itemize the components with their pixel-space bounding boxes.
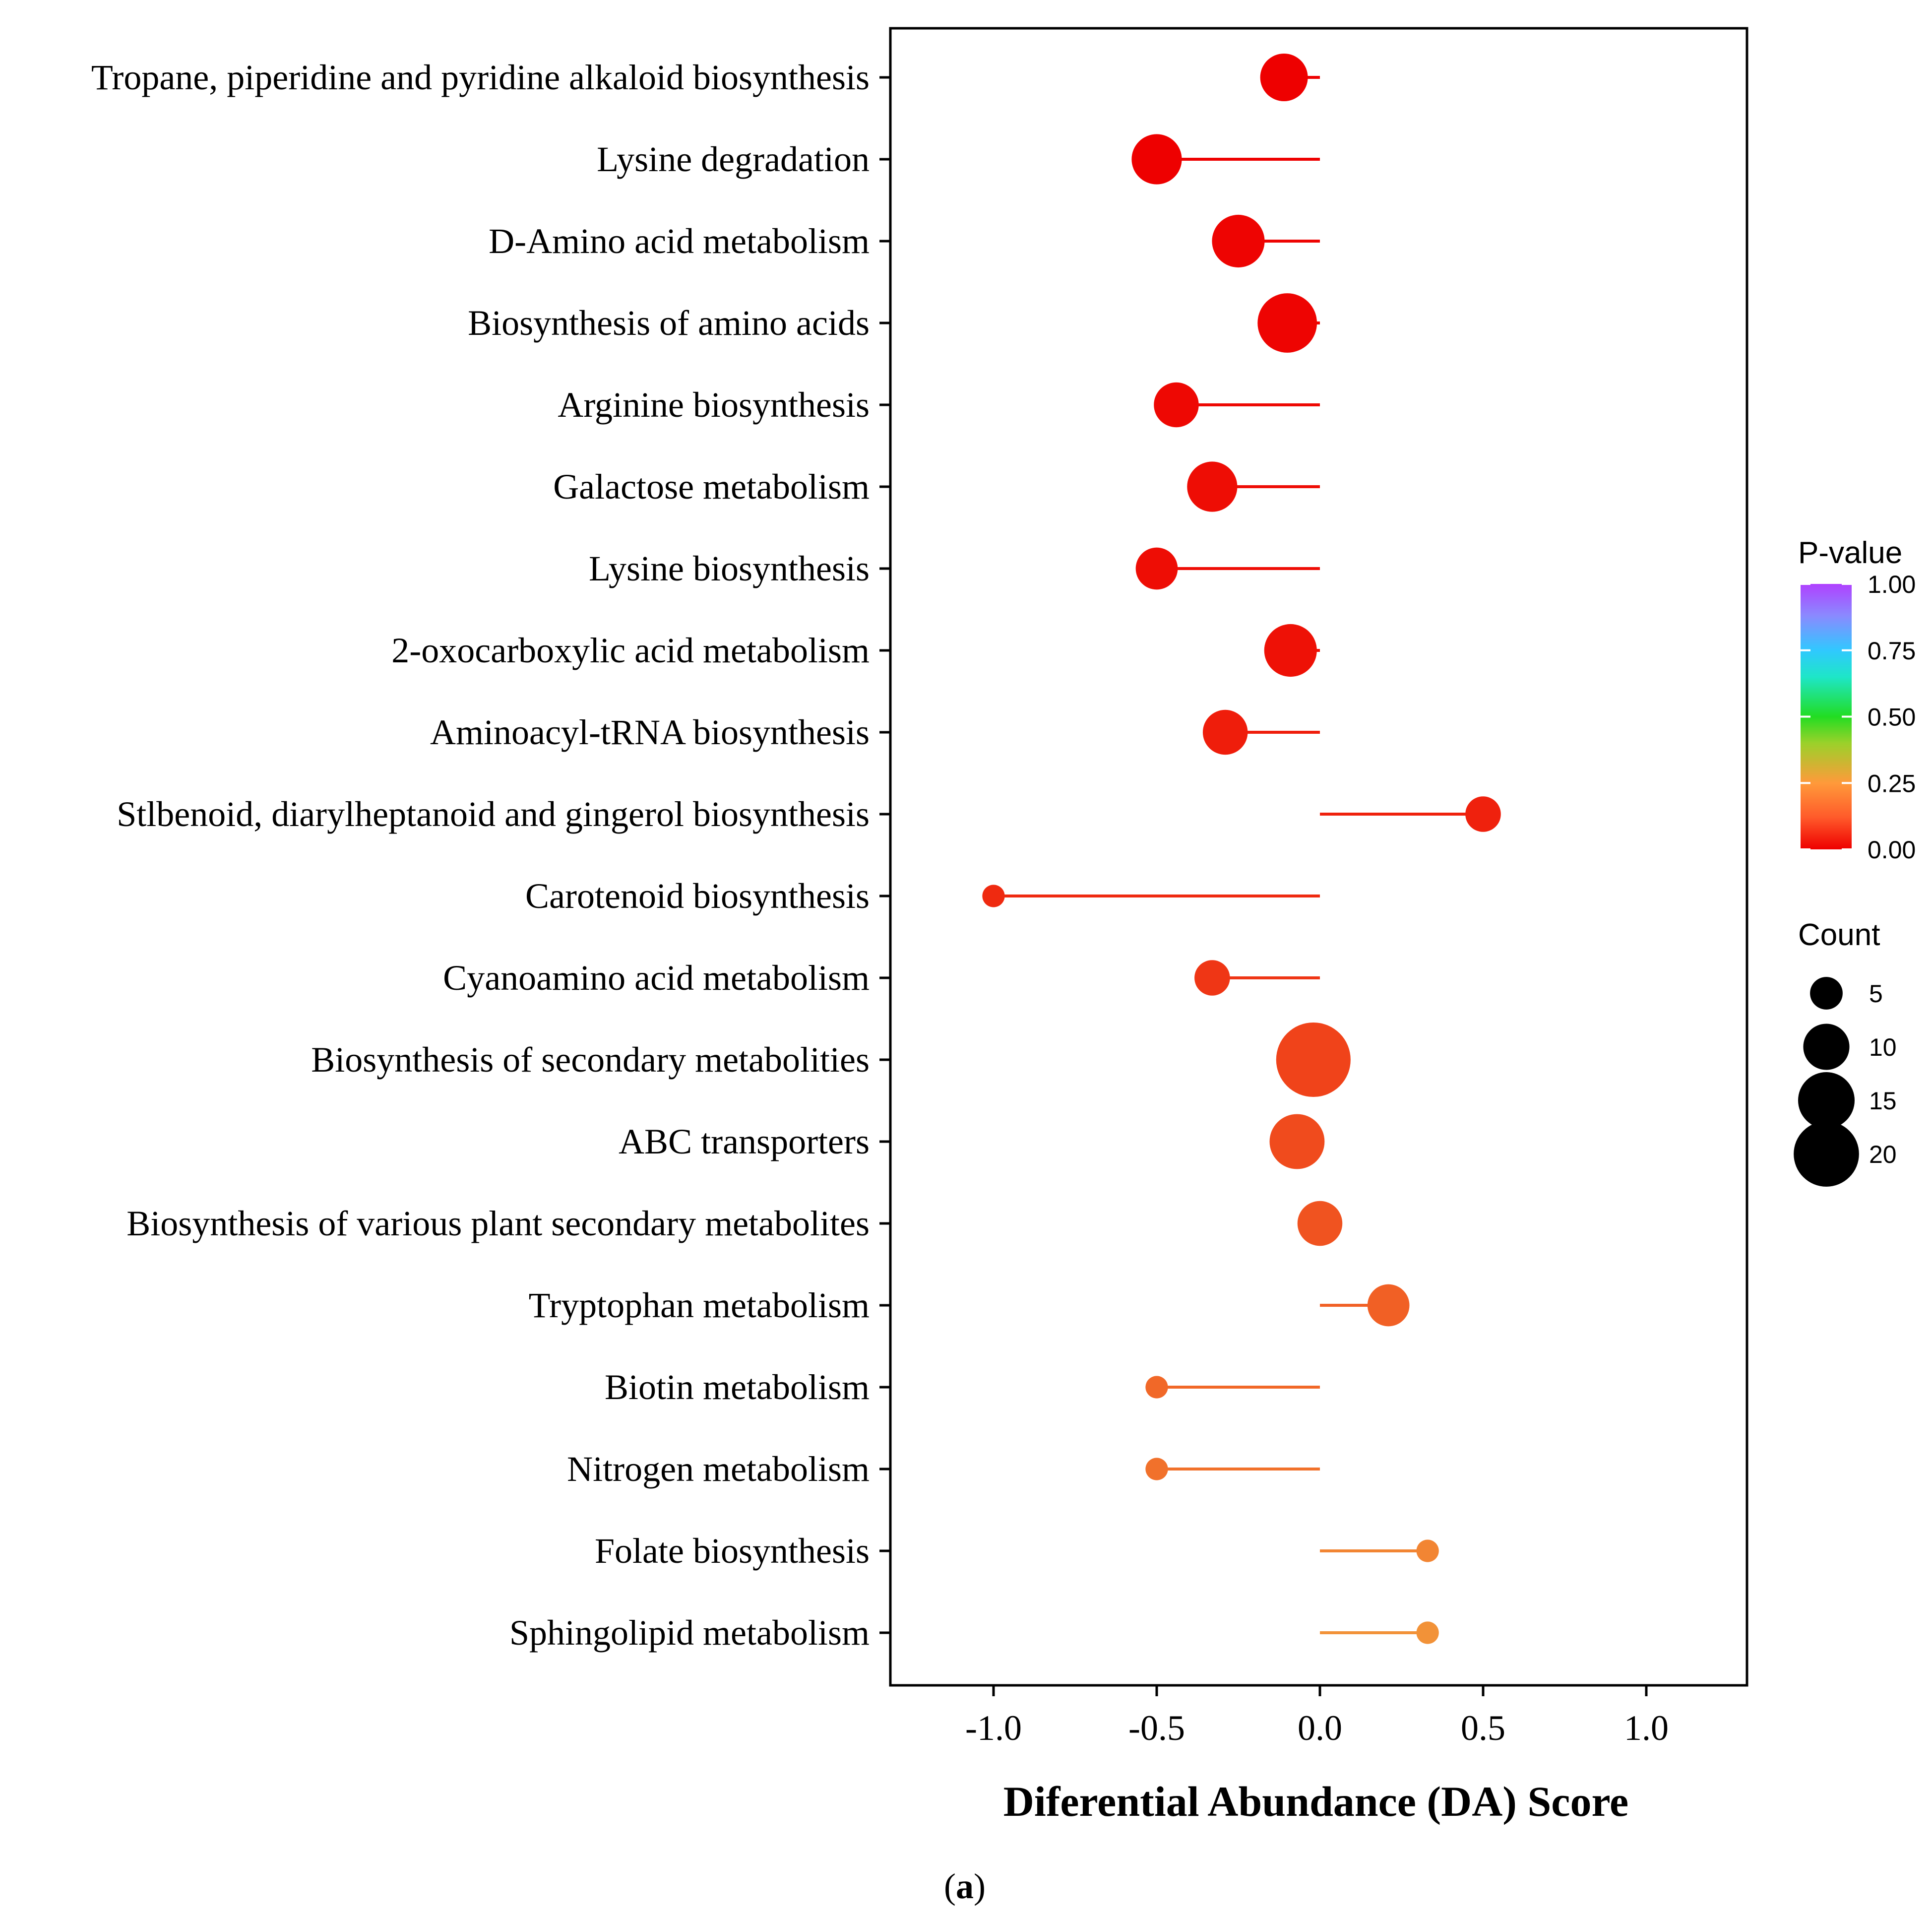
lollipop-point [1187, 461, 1238, 512]
lollipop-point [1416, 1539, 1439, 1562]
lollipop-point [1264, 624, 1317, 677]
category-label: Aminoacyl-tRNA biosynthesis [430, 712, 870, 752]
colorbar-tick-label: 0.75 [1868, 637, 1916, 665]
category-label: Sphingolipid metabolism [509, 1613, 870, 1653]
lollipop-point [1145, 1458, 1168, 1480]
figure-caption: (a) [944, 1866, 986, 1906]
category-label: D-Amino acid metabolism [489, 221, 870, 261]
count-legend-title: Count [1798, 918, 1880, 952]
lollipop-point [1202, 709, 1248, 755]
x-tick-label: -1.0 [965, 1708, 1022, 1748]
x-axis-title: Diferential Abundance (DA) Score [1003, 1778, 1628, 1825]
pvalue-colorbar-ticks: 1.00 0.75 0.50 0.25 0.00 [1801, 571, 1916, 864]
caption-letter: a [956, 1866, 974, 1906]
count-legend-label: 10 [1869, 1033, 1897, 1061]
category-label: Arginine biosynthesis [558, 385, 870, 425]
colorbar-tick-label: 1.00 [1868, 571, 1916, 598]
lollipop-point [1465, 796, 1501, 832]
lollipop-points [982, 54, 1501, 1644]
category-label: Biosynthesis of secondary metabolities [311, 1040, 870, 1080]
lollipop-point [1416, 1621, 1439, 1644]
colorbar-tick-label: 0.50 [1868, 704, 1916, 731]
lollipop-point [1297, 1201, 1343, 1246]
lollipop-point [1194, 960, 1230, 996]
category-label: Biosynthesis of various plant secondary … [126, 1204, 870, 1243]
category-label: Galactose metabolism [553, 467, 870, 507]
colorbar-tick-label: 0.00 [1868, 836, 1916, 864]
lollipop-point [1131, 134, 1182, 185]
category-label: Tryptophan metabolism [529, 1285, 870, 1325]
count-legend-dot [1803, 1023, 1850, 1070]
colorbar-tick-label: 0.25 [1868, 769, 1916, 797]
count-legend-dot [1798, 1072, 1855, 1129]
lollipop-point [1212, 214, 1265, 268]
category-label: Lysine biosynthesis [589, 549, 870, 588]
count-legend-keys: 5 10 15 20 [1794, 977, 1897, 1187]
y-axis-ticks [879, 76, 890, 1634]
count-legend: Count 5 10 15 20 [1794, 918, 1897, 1187]
category-label: Tropane, piperidine and pyridine alkaloi… [91, 58, 870, 97]
lollipop-point [1257, 293, 1317, 353]
lollipop-point [1135, 547, 1178, 590]
category-label: Biosynthesis of amino acids [468, 303, 870, 343]
count-legend-dot [1794, 1121, 1859, 1187]
category-label: Cyanoamino acid metabolism [443, 958, 870, 998]
lollipop-point [1260, 54, 1308, 101]
pvalue-legend-title: P-value [1798, 536, 1902, 570]
lollipop-point [1269, 1114, 1325, 1169]
category-label: 2-oxocarboxylic acid metabolism [391, 631, 870, 670]
category-label: Biotin metabolism [605, 1367, 870, 1407]
caption-open-paren: ( [944, 1866, 956, 1906]
x-tick-label: 1.0 [1624, 1708, 1669, 1748]
category-label: Folate biosynthesis [595, 1531, 870, 1571]
count-legend-label: 5 [1869, 980, 1883, 1008]
category-label: ABC transporters [619, 1122, 870, 1161]
category-labels: Tropane, piperidine and pyridine alkaloi… [91, 58, 870, 1653]
x-tick-label: 0.0 [1298, 1708, 1342, 1748]
lollipop-point [1154, 382, 1199, 428]
lollipop-point [1367, 1284, 1410, 1327]
lollipop-point [1276, 1022, 1351, 1097]
caption-close-paren: ) [974, 1866, 986, 1906]
pvalue-legend: P-value 1.00 0.75 0.50 0.25 0.00 [1798, 536, 1916, 864]
category-label: Nitrogen metabolism [567, 1449, 870, 1489]
count-legend-dot [1810, 977, 1843, 1010]
count-legend-label: 20 [1869, 1141, 1897, 1168]
plot-panel [889, 27, 1748, 1687]
x-tick-label: -0.5 [1128, 1708, 1185, 1748]
count-legend-label: 15 [1869, 1087, 1897, 1115]
lollipop-point [982, 885, 1005, 907]
category-label: Lysine degradation [597, 139, 870, 179]
category-label: Carotenoid biosynthesis [525, 876, 870, 916]
x-axis-ticks: -1.0 -0.5 0.0 0.5 1.0 [965, 1685, 1669, 1748]
x-tick-label: 0.5 [1461, 1708, 1505, 1748]
lollipop-point [1145, 1376, 1168, 1399]
category-label: Stlbenoid, diarylheptanoid and gingerol … [117, 794, 870, 834]
lollipop-stems [994, 76, 1483, 1634]
